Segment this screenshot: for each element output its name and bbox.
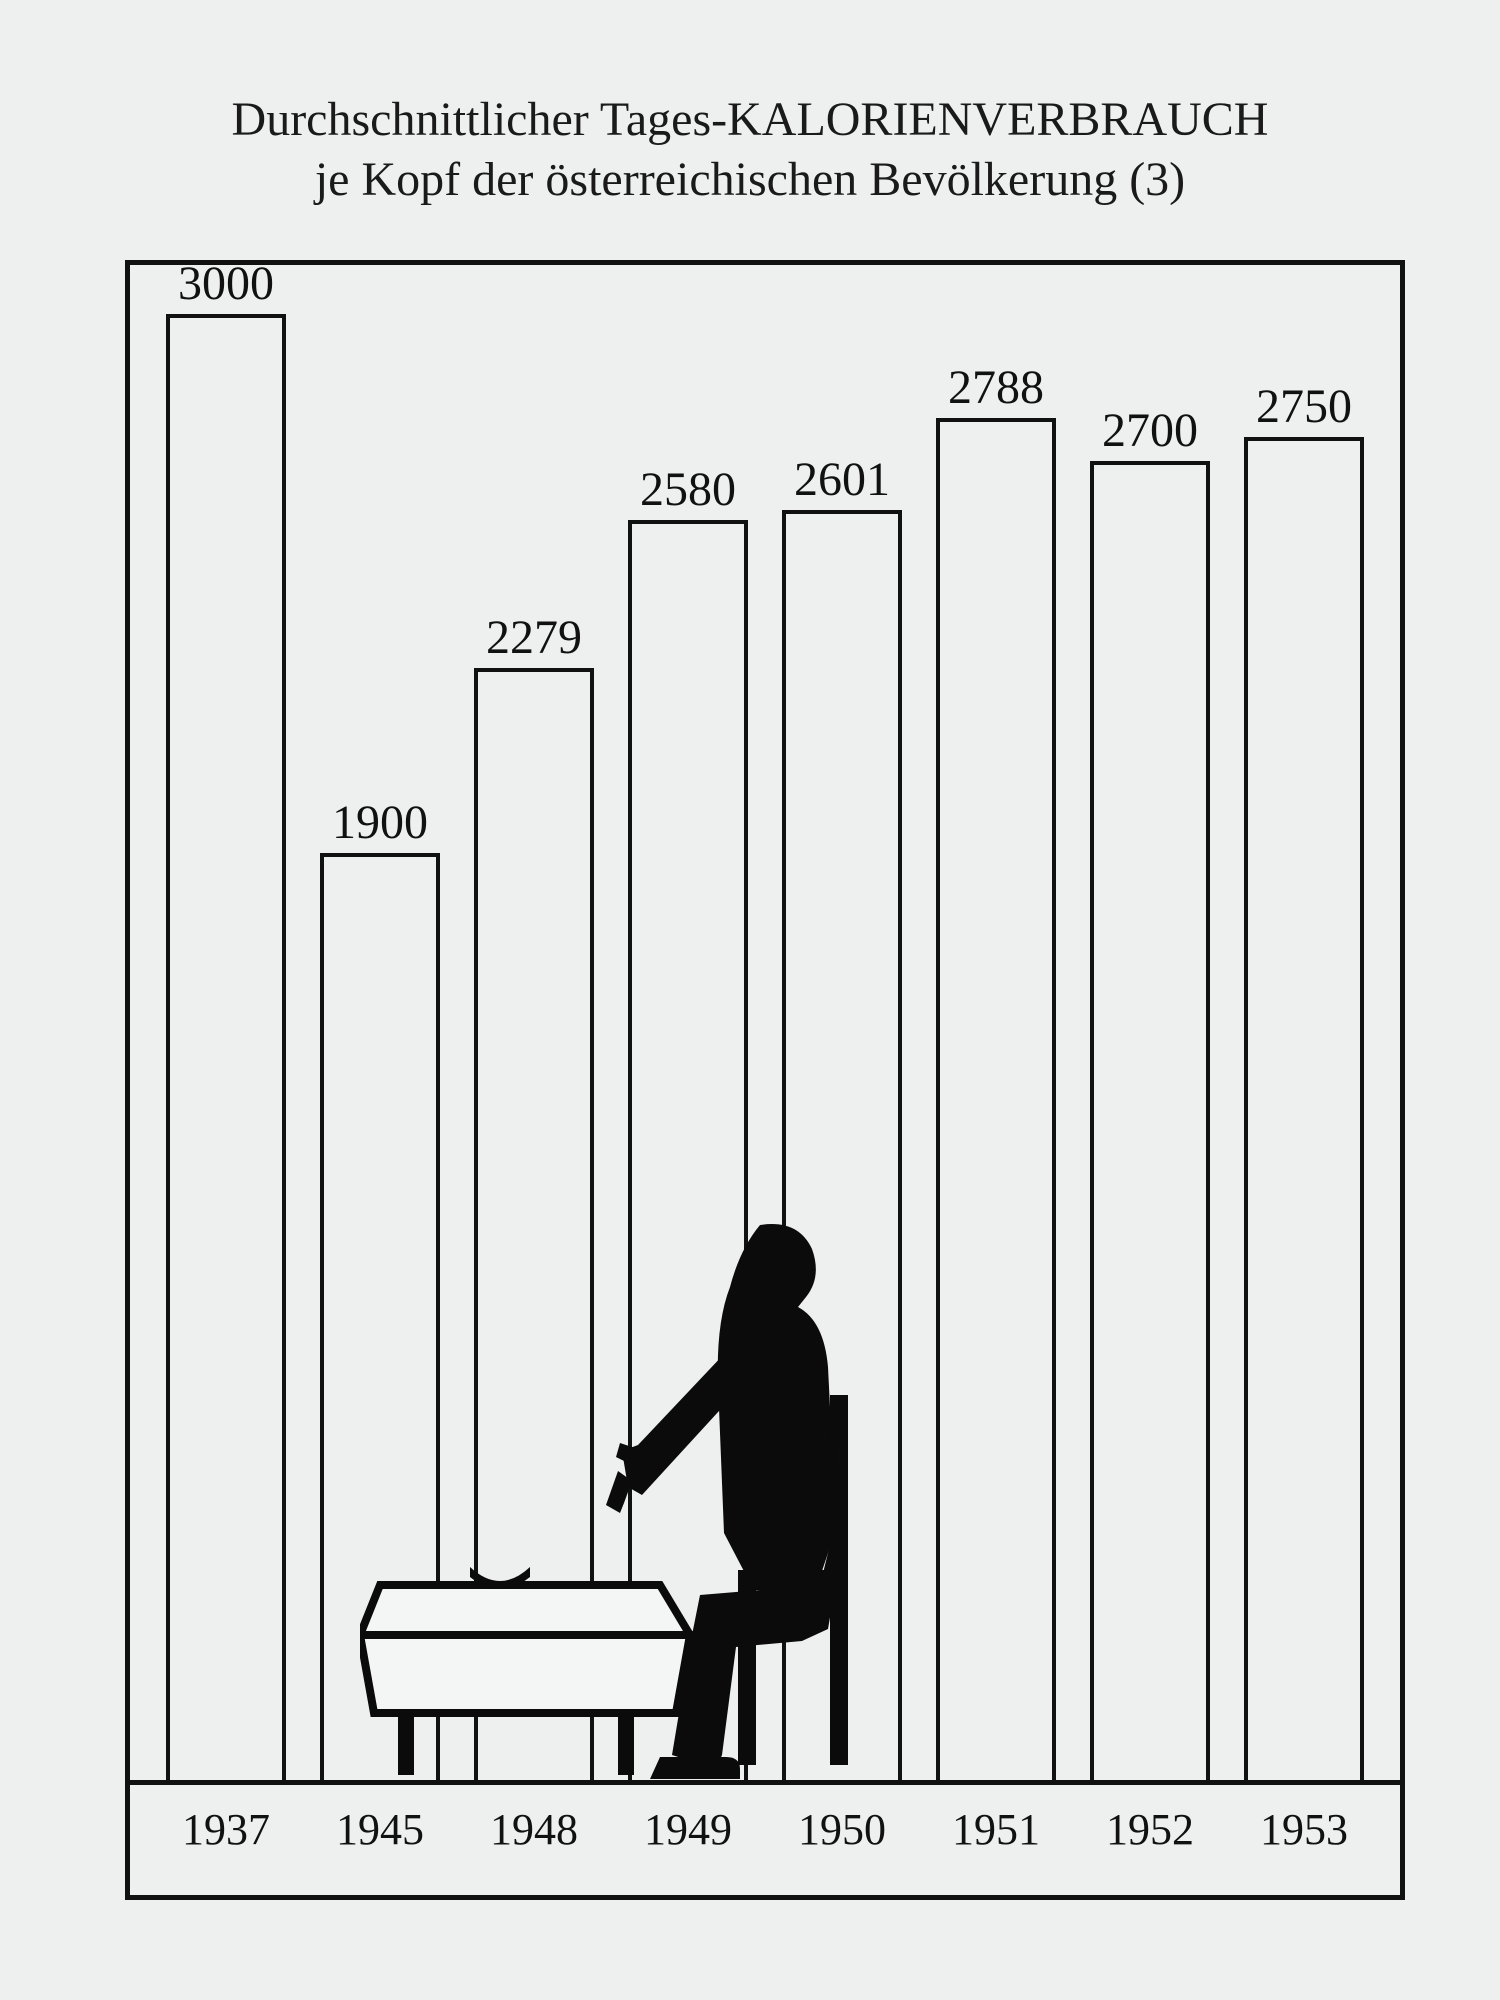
bar-value-label: 1900 (324, 795, 436, 850)
bar-category-label: 1937 (149, 1804, 303, 1855)
chart-title-line2: je Kopf der österreichischen Bevölkerung… (0, 150, 1500, 210)
chart-frame: 3000 1900 2279 2580 2601 2788 2700 2750 19371945… (125, 260, 1405, 1900)
bar-value-label: 2750 (1248, 379, 1360, 434)
bar-category-label: 1948 (457, 1804, 611, 1855)
chart-title-line1: Durchschnittlicher Tages-KALORIENVERBRAU… (0, 90, 1500, 150)
bar: 3000 (166, 314, 286, 1785)
plot-area: 3000 1900 2279 2580 2601 2788 2700 2750 19371945… (130, 265, 1400, 1895)
bar-category-label: 1945 (303, 1804, 457, 1855)
table-icon (360, 1567, 690, 1775)
bar: 2700 (1090, 461, 1210, 1785)
bar: 2750 (1244, 437, 1364, 1785)
eating-man-icon (360, 1165, 970, 1785)
bar-category-label: 1951 (919, 1804, 1073, 1855)
bar-value-label: 2601 (786, 452, 898, 507)
bar-value-label: 2580 (632, 462, 744, 517)
page: Durchschnittlicher Tages-KALORIENVERBRAU… (0, 0, 1500, 2000)
bar-value-label: 2788 (940, 360, 1052, 415)
chart-title: Durchschnittlicher Tages-KALORIENVERBRAU… (0, 90, 1500, 210)
bar-value-label: 2700 (1094, 403, 1206, 458)
bar-category-label: 1950 (765, 1804, 919, 1855)
bar-category-label: 1949 (611, 1804, 765, 1855)
bar-value-label: 2279 (478, 610, 590, 665)
bar-category-label: 1952 (1073, 1804, 1227, 1855)
bar-category-label: 1953 (1227, 1804, 1381, 1855)
bar-value-label: 3000 (170, 256, 282, 311)
